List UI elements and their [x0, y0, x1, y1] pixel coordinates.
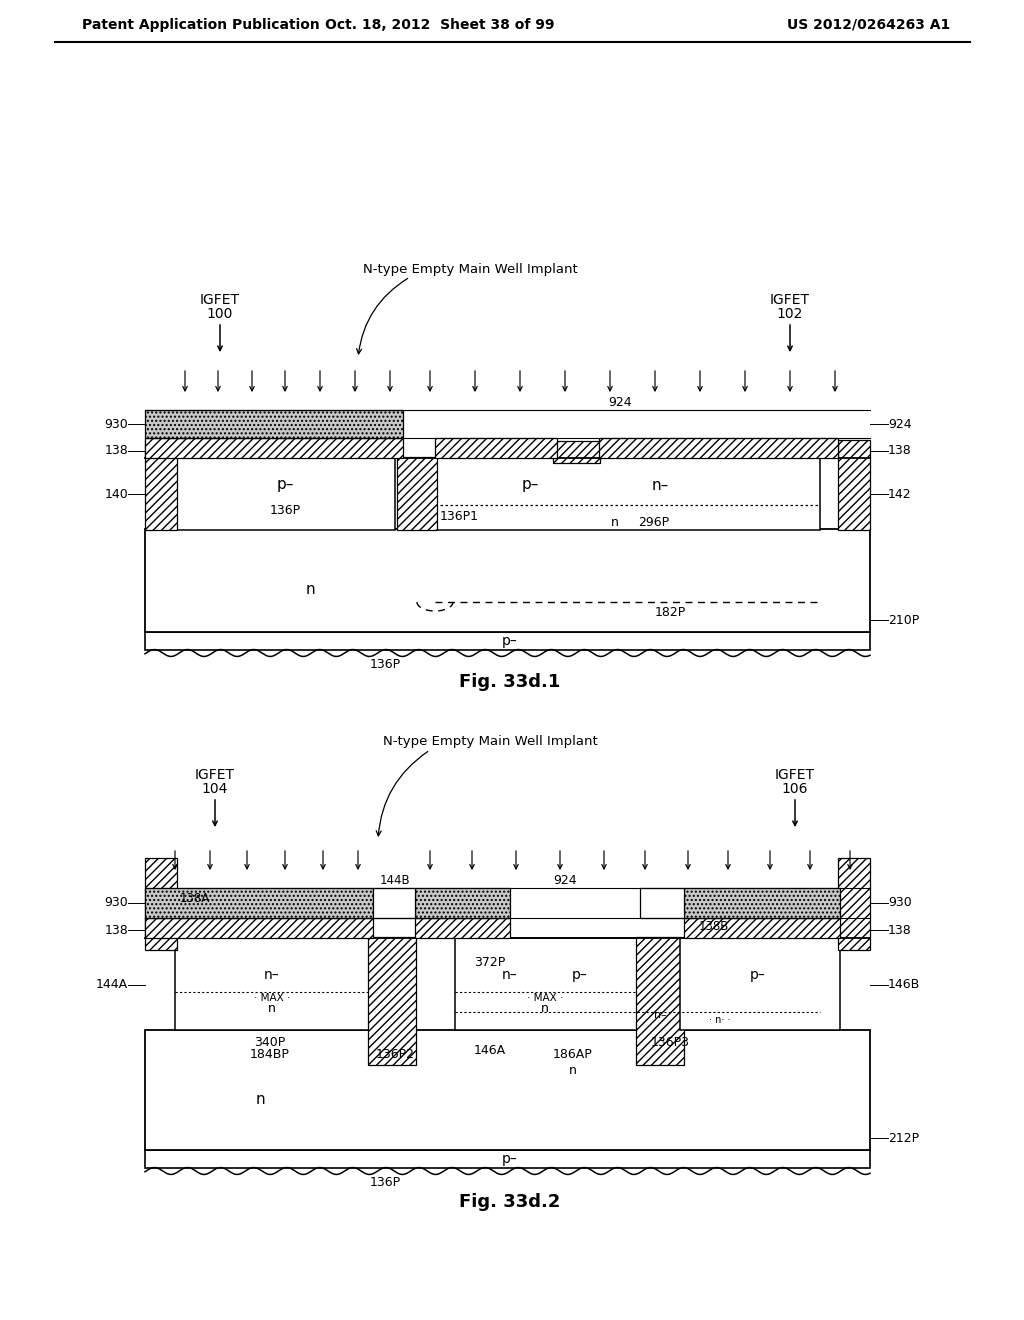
- Text: US 2012/0264263 A1: US 2012/0264263 A1: [786, 18, 950, 32]
- Bar: [680, 939, 840, 1030]
- Text: 186AP: 186AP: [553, 1048, 593, 1061]
- Text: p–: p–: [276, 478, 294, 492]
- Text: n–: n–: [264, 968, 280, 982]
- Text: 100: 100: [207, 308, 233, 321]
- Bar: [175, 939, 370, 1030]
- Bar: [145, 1150, 870, 1168]
- Bar: [415, 888, 510, 917]
- Text: 146B: 146B: [888, 978, 921, 991]
- Text: 930: 930: [104, 896, 128, 909]
- Text: p–: p–: [502, 634, 518, 648]
- Text: 142: 142: [888, 487, 911, 500]
- Text: IGFET: IGFET: [770, 293, 810, 308]
- Text: 212P: 212P: [888, 1131, 920, 1144]
- Text: 136P3: 136P3: [650, 1035, 689, 1048]
- Bar: [373, 888, 415, 917]
- Text: n–: n–: [653, 1010, 667, 1020]
- Text: Oct. 18, 2012  Sheet 38 of 99: Oct. 18, 2012 Sheet 38 of 99: [326, 18, 555, 32]
- Bar: [838, 440, 870, 531]
- Text: 146A: 146A: [474, 1044, 506, 1056]
- Bar: [145, 529, 870, 632]
- Text: Patent Application Publication: Patent Application Publication: [82, 18, 319, 32]
- Text: 210P: 210P: [888, 614, 920, 627]
- Bar: [435, 438, 557, 458]
- Text: 930: 930: [888, 896, 911, 909]
- Bar: [145, 1030, 870, 1150]
- Bar: [599, 438, 838, 458]
- Text: 924: 924: [608, 396, 632, 409]
- Text: 144A: 144A: [96, 978, 128, 991]
- Text: IGFET: IGFET: [775, 768, 815, 781]
- Bar: [684, 917, 840, 939]
- Text: 372P: 372P: [474, 956, 506, 969]
- Text: N-type Empty Main Well Implant: N-type Empty Main Well Implant: [383, 735, 597, 748]
- Text: 136P1: 136P1: [440, 511, 479, 524]
- Text: 138: 138: [888, 924, 911, 936]
- Bar: [684, 888, 840, 917]
- Text: 930: 930: [104, 417, 128, 430]
- Text: p–: p–: [521, 478, 539, 492]
- Bar: [435, 458, 820, 531]
- Text: IGFET: IGFET: [195, 768, 234, 781]
- Text: 340P: 340P: [254, 1035, 286, 1048]
- Text: · MAX ·: · MAX ·: [254, 993, 290, 1003]
- Text: 144B: 144B: [380, 874, 411, 887]
- Bar: [145, 440, 177, 531]
- Text: p–: p–: [502, 1152, 518, 1166]
- Text: n: n: [611, 516, 618, 528]
- Bar: [145, 888, 373, 917]
- Text: Fig. 33d.2: Fig. 33d.2: [460, 1193, 561, 1210]
- Text: Fig. 33d.1: Fig. 33d.1: [460, 673, 561, 690]
- Text: N-type Empty Main Well Implant: N-type Empty Main Well Implant: [362, 264, 578, 276]
- Bar: [455, 939, 640, 1030]
- Text: n–: n–: [651, 478, 669, 492]
- Text: 138: 138: [104, 924, 128, 936]
- Text: 184BP: 184BP: [250, 1048, 290, 1061]
- Text: IGFET: IGFET: [200, 293, 240, 308]
- Bar: [145, 917, 373, 939]
- Text: 182P: 182P: [654, 606, 686, 619]
- Text: 924: 924: [888, 417, 911, 430]
- Bar: [145, 438, 403, 458]
- Text: 138A: 138A: [180, 891, 210, 904]
- Text: n: n: [255, 1093, 265, 1107]
- Text: 102: 102: [777, 308, 803, 321]
- Text: 138: 138: [888, 445, 911, 458]
- Text: 924: 924: [553, 874, 577, 887]
- Text: n: n: [305, 582, 314, 598]
- Bar: [368, 937, 416, 1065]
- Text: p–: p–: [751, 968, 766, 982]
- Text: n: n: [268, 1002, 275, 1015]
- Text: · MAX ·: · MAX ·: [526, 993, 563, 1003]
- Bar: [636, 937, 684, 1065]
- Bar: [145, 411, 403, 438]
- Text: 296P: 296P: [638, 516, 669, 528]
- Text: n–: n–: [502, 968, 518, 982]
- Bar: [145, 858, 177, 950]
- Bar: [175, 458, 395, 531]
- Bar: [553, 441, 600, 463]
- Text: p–: p–: [572, 968, 588, 982]
- Text: · n· ·: · n· ·: [710, 1015, 731, 1026]
- Text: n: n: [569, 1064, 577, 1077]
- Text: 138B: 138B: [698, 920, 729, 933]
- Bar: [415, 917, 510, 939]
- Bar: [397, 457, 437, 531]
- Bar: [640, 888, 684, 917]
- Text: 104: 104: [202, 781, 228, 796]
- Text: 140: 140: [104, 487, 128, 500]
- Text: 136P: 136P: [370, 657, 400, 671]
- Text: 138: 138: [104, 445, 128, 458]
- Text: 106: 106: [781, 781, 808, 796]
- Text: 136P2: 136P2: [376, 1048, 415, 1061]
- Bar: [838, 858, 870, 950]
- Text: 136P: 136P: [269, 503, 301, 516]
- Bar: [145, 632, 870, 649]
- Text: n: n: [541, 1002, 549, 1015]
- Text: 136P: 136P: [370, 1176, 400, 1188]
